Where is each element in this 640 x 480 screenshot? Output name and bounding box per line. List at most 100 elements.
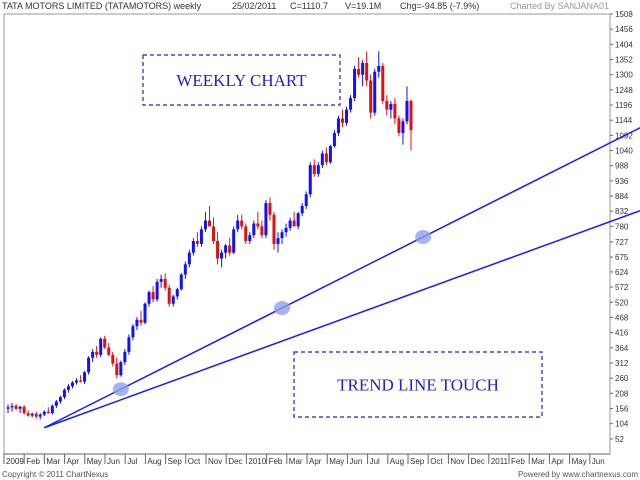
x-tick-label: Feb <box>511 457 525 466</box>
candle-body <box>155 281 159 300</box>
candle-body <box>18 406 22 409</box>
candle-body <box>228 245 232 253</box>
candle-body <box>401 121 405 134</box>
candle-body <box>50 405 54 414</box>
x-tick-label: Feb <box>269 457 283 466</box>
y-tick-label: 624 <box>615 268 629 277</box>
candle-body <box>284 227 288 233</box>
candle-body <box>83 372 87 382</box>
y-tick-label: 1144 <box>615 116 633 125</box>
change-label: Chg=-94.85 (-7.9%) <box>400 1 480 11</box>
candle-body <box>373 71 377 113</box>
x-tick-label: Sep <box>410 457 425 466</box>
candle-body <box>147 292 151 304</box>
y-tick-label: 936 <box>615 177 629 186</box>
y-tick-label: 468 <box>615 313 629 322</box>
x-tick-label: Apr <box>67 457 80 466</box>
candle-body <box>377 65 381 72</box>
y-tick-label: 104 <box>615 420 629 429</box>
candle-body <box>389 103 393 110</box>
candle-body <box>131 326 135 338</box>
candle-body <box>30 413 34 416</box>
candle-body <box>312 165 316 174</box>
candle-body <box>123 351 127 363</box>
x-tick-label: Aug <box>390 457 404 466</box>
y-tick-label: 364 <box>615 344 629 353</box>
stock-title: TATA MOTORS LIMITED (TATAMOTORS) weekly <box>2 1 202 11</box>
candle-body <box>159 278 163 282</box>
y-tick-label: 1300 <box>615 71 633 80</box>
y-tick-label: 988 <box>615 162 629 171</box>
candle-body <box>409 100 413 131</box>
candle-body <box>203 220 207 230</box>
y-tick-label: 884 <box>615 192 629 201</box>
y-tick-label: 572 <box>615 283 629 292</box>
candle-body <box>26 413 30 416</box>
annotation-text: TREND LINE TOUCH <box>337 376 499 395</box>
candle-body <box>66 386 70 390</box>
candle-body <box>143 303 147 323</box>
candle-body <box>14 405 18 409</box>
candle-body <box>135 319 139 327</box>
candle-body <box>187 252 191 265</box>
candle-body <box>95 351 99 355</box>
x-tick-label: Jun <box>592 457 605 466</box>
candle-body <box>163 278 167 288</box>
x-tick-label: Mar <box>531 457 545 466</box>
x-tick-label: Jul <box>370 457 380 466</box>
y-tick-label: 52 <box>615 435 624 444</box>
candle-body <box>191 241 195 253</box>
y-tick-label: 312 <box>615 359 629 368</box>
candle-body <box>248 235 252 242</box>
candle-body <box>42 411 46 415</box>
candle-body <box>212 226 216 242</box>
candle-body <box>79 380 83 382</box>
candle-body <box>34 413 38 417</box>
candle-body <box>349 98 353 110</box>
candle-body <box>236 220 240 230</box>
candle-body <box>272 214 276 244</box>
candle-body <box>381 65 385 101</box>
candle-body <box>70 382 74 387</box>
x-tick-label: 2011 <box>491 457 509 466</box>
y-tick-label: 675 <box>615 253 629 262</box>
candle-body <box>115 363 119 376</box>
candle-body <box>151 292 155 300</box>
x-tick-label: Dec <box>471 457 485 466</box>
candle-body <box>127 337 131 352</box>
candle-body <box>179 274 183 290</box>
candle-body <box>385 100 389 110</box>
powered-by-text: Powered by www.chartnexus.com <box>517 470 638 479</box>
candle-body <box>216 241 220 259</box>
y-tick-label: 1508 <box>615 10 633 19</box>
candle-body <box>365 63 369 81</box>
candle-body <box>256 223 260 227</box>
x-tick-label: 2009 <box>6 457 24 466</box>
candle-body <box>38 414 42 417</box>
trendline-touch-marker <box>112 382 129 397</box>
candle-body <box>175 289 179 297</box>
candle-body <box>195 241 199 244</box>
annotation-box <box>142 54 341 106</box>
candle-body <box>300 205 304 214</box>
candle-body <box>264 203 268 236</box>
candle-body <box>361 63 365 75</box>
candle-body <box>232 229 236 253</box>
candle-body <box>91 351 95 358</box>
trendline-lower <box>44 209 640 429</box>
y-tick-label: 1456 <box>615 25 633 34</box>
trendline-upper <box>43 126 640 429</box>
candle-body <box>6 407 10 409</box>
x-tick-label: Jun <box>107 457 120 466</box>
candle-body <box>328 146 332 163</box>
candle-body <box>75 380 79 383</box>
y-tick-label: 1040 <box>615 147 633 156</box>
trendline-touch-marker <box>274 301 291 316</box>
candle-body <box>58 397 62 402</box>
x-tick-label: May <box>87 457 102 466</box>
y-tick-label: 260 <box>615 374 629 383</box>
annotation-text: WEEKLY CHART <box>176 71 307 90</box>
x-tick-label: Nov <box>450 457 464 466</box>
